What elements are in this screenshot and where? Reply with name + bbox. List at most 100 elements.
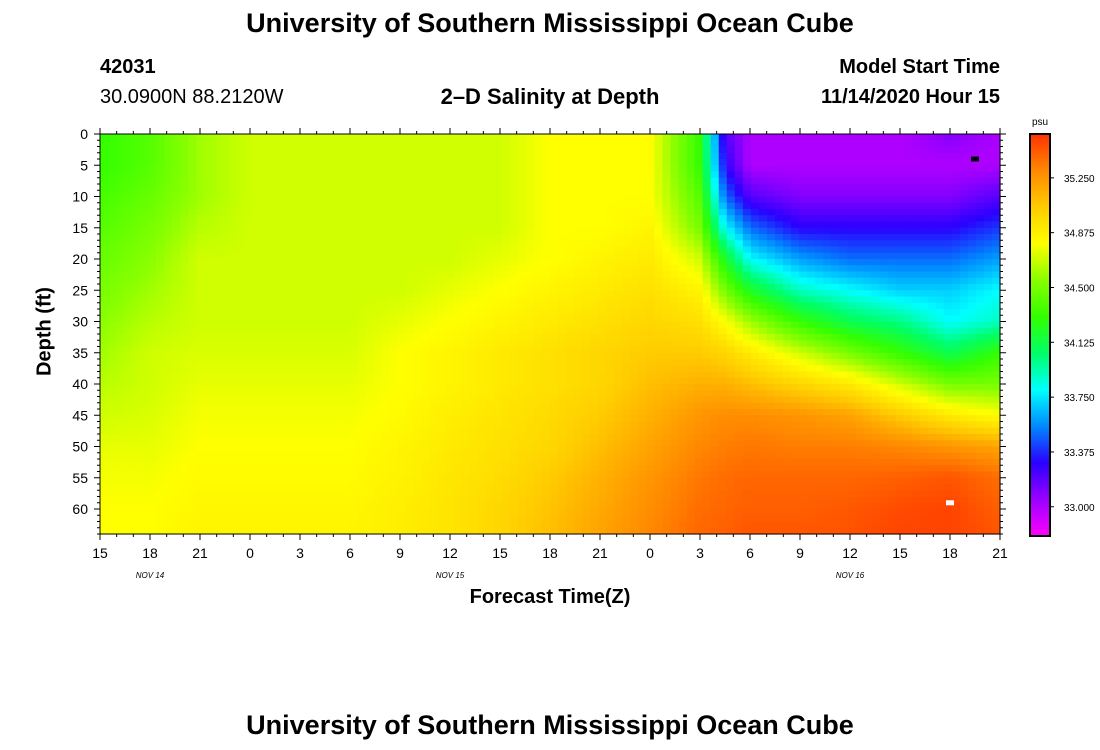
heatmap-cell (967, 196, 977, 204)
heatmap-cell (180, 296, 189, 304)
heatmap-cell (405, 152, 414, 160)
heatmap-cell (517, 296, 527, 304)
heatmap-cell (397, 140, 406, 148)
heatmap-cell (574, 246, 583, 254)
heatmap-cell (485, 196, 495, 204)
heatmap-cell (469, 377, 479, 385)
heatmap-cell (983, 309, 993, 316)
heatmap-cell (766, 177, 776, 185)
heatmap-cell (325, 321, 334, 329)
heatmap-cell (694, 190, 704, 198)
heatmap-cell (718, 221, 728, 229)
heatmap-cell (429, 159, 439, 166)
heatmap-cell (276, 352, 286, 360)
heatmap-cell (325, 390, 334, 398)
heatmap-cell (815, 259, 824, 266)
heatmap-cell (783, 346, 792, 354)
heatmap-cell (710, 196, 720, 204)
heatmap-cell (630, 296, 639, 304)
heatmap-cell (445, 196, 455, 204)
heatmap-cell (943, 340, 953, 348)
heatmap-cell (180, 252, 189, 260)
heatmap-cell (831, 171, 840, 179)
heatmap-cell (718, 252, 728, 260)
heatmap-cell (863, 296, 873, 304)
heatmap-cell (116, 371, 125, 379)
heatmap-cell (758, 309, 768, 316)
heatmap-cell (983, 390, 993, 398)
heatmap-cell (558, 134, 567, 141)
heatmap-cell (220, 290, 230, 298)
heatmap-cell (413, 309, 423, 316)
heatmap-cell (244, 265, 254, 273)
heatmap-cell (525, 390, 535, 398)
heatmap-cell (252, 240, 262, 248)
heatmap-cell (132, 246, 141, 254)
heatmap-cell (983, 334, 993, 341)
heatmap-cell (775, 321, 784, 329)
heatmap-cell (124, 384, 133, 391)
heatmap-cell (574, 165, 583, 173)
heatmap-cell (365, 390, 374, 398)
heatmap-cell (140, 209, 149, 216)
heatmap-cell (164, 177, 173, 185)
heatmap-cell (686, 327, 696, 335)
heatmap-cell (501, 159, 511, 166)
heatmap-cell (228, 277, 238, 285)
heatmap-cell (405, 221, 414, 229)
heatmap-cell (108, 359, 117, 366)
heatmap-cell (196, 234, 206, 241)
heatmap-cell (325, 284, 334, 291)
heatmap-cell (260, 252, 270, 260)
heatmap-cell (927, 177, 937, 185)
heatmap-cell (501, 402, 511, 410)
heatmap-cell (405, 377, 414, 385)
heatmap-cell (550, 184, 559, 191)
heatmap-cell (284, 359, 294, 366)
heatmap-cell (574, 209, 583, 216)
heatmap-cell (437, 215, 447, 223)
heatmap-cell (252, 309, 262, 316)
heatmap-cell (726, 202, 736, 210)
heatmap-cell (405, 159, 414, 166)
heatmap-cell (100, 215, 109, 223)
heatmap-cell (758, 140, 768, 148)
heatmap-cell (959, 359, 969, 366)
heatmap-cell (140, 152, 149, 160)
heatmap-cell (710, 215, 720, 223)
heatmap-cell (606, 177, 615, 185)
heatmap-cell (558, 327, 567, 335)
heatmap-cell (799, 327, 808, 335)
heatmap-cell (951, 190, 961, 198)
heatmap-cell (710, 302, 720, 310)
heatmap-cell (702, 234, 712, 241)
heatmap-cell (284, 284, 294, 291)
heatmap-cell (991, 346, 1001, 354)
heatmap-cell (911, 390, 921, 398)
heatmap-cell (766, 327, 776, 335)
heatmap-cell (204, 315, 214, 323)
heatmap-cell (574, 346, 583, 354)
heatmap-cell (638, 321, 648, 329)
heatmap-cell (421, 390, 431, 398)
heatmap-cell (373, 159, 382, 166)
heatmap-cell (758, 159, 768, 166)
heatmap-cell (550, 334, 559, 341)
heatmap-cell (935, 146, 945, 154)
heatmap-cell (678, 140, 688, 148)
heatmap-cell (140, 227, 149, 235)
heatmap-cell (927, 265, 937, 273)
heatmap-cell (654, 252, 664, 260)
heatmap-cell (244, 409, 254, 416)
heatmap-cell (124, 134, 133, 141)
heatmap-cell (935, 365, 945, 373)
heatmap-cell (702, 384, 712, 391)
heatmap-cell (509, 246, 519, 254)
heatmap-cell (662, 240, 672, 248)
heatmap-cell (807, 259, 816, 266)
heatmap-cell (140, 309, 149, 316)
heatmap-cell (397, 346, 406, 354)
heatmap-cell (670, 227, 680, 235)
heatmap-cell (501, 340, 511, 348)
heatmap-cell (260, 146, 270, 154)
